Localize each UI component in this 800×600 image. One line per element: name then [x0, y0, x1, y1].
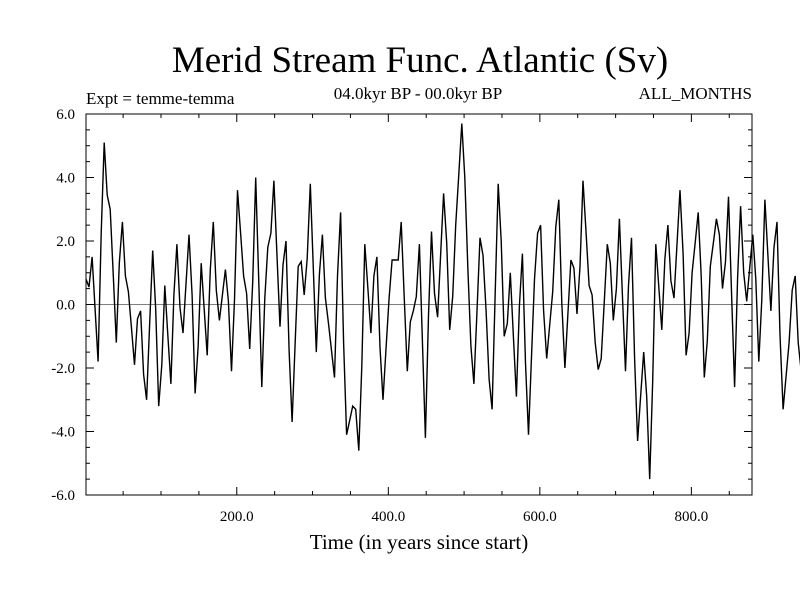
- y-tick-label: 2.0: [56, 234, 75, 250]
- x-tick-label: 200.0: [220, 509, 254, 525]
- y-tick-label: 6.0: [56, 107, 75, 123]
- plot-frame: [85, 113, 753, 496]
- y-tick-label: -4.0: [51, 425, 75, 441]
- months-label: ALL_MONTHS: [639, 84, 752, 103]
- x-tick-label: 600.0: [523, 509, 557, 525]
- y-tick-label: 0.0: [56, 298, 75, 314]
- x-axis-label: Time (in years since start): [310, 530, 529, 554]
- y-tick-label: -2.0: [51, 361, 75, 377]
- x-tick-label: 800.0: [675, 509, 709, 525]
- x-tick-label: 400.0: [371, 509, 405, 525]
- experiment-label: Expt = temme-temma: [86, 89, 235, 108]
- chart-title: Merid Stream Func. Atlantic (Sv): [172, 40, 668, 81]
- series-line: [85, 123, 800, 480]
- y-tick-label: 4.0: [56, 171, 75, 187]
- period-label: 04.0kyr BP - 00.0kyr BP: [334, 84, 502, 103]
- y-tick-label: -6.0: [51, 488, 75, 504]
- plot-area: -6.0 -4.0 -2.0 0.0 2.0 4.0 6.0 200.0 400.0 600.0 8…: [51, 107, 800, 525]
